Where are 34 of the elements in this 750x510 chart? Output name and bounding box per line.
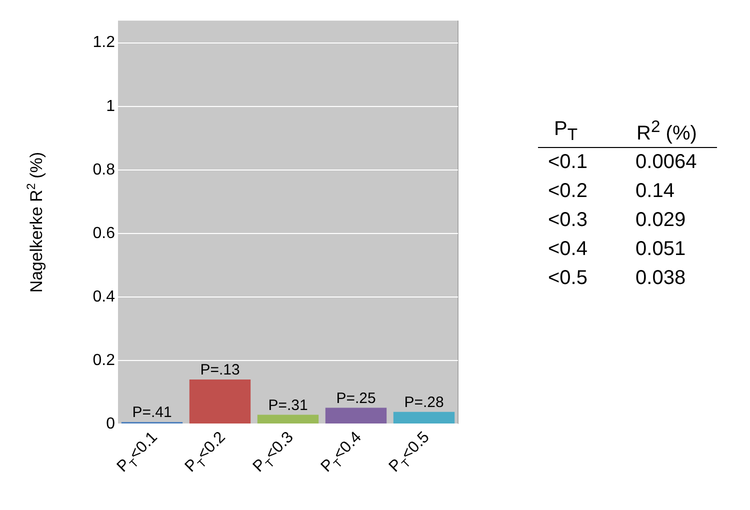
x-tick-label: PT<0.5 bbox=[386, 428, 433, 476]
y-tick-label: 1.2 bbox=[92, 34, 116, 52]
annotation: P=.41 bbox=[132, 404, 172, 421]
annotation: P=.28 bbox=[404, 394, 444, 411]
text: 0.051 bbox=[636, 236, 687, 262]
text: <0.2 bbox=[547, 178, 588, 204]
x-tick-label: PT<0.4 bbox=[318, 428, 365, 476]
x-tick-label: PT<0.3 bbox=[250, 428, 297, 476]
bar bbox=[257, 414, 319, 424]
bar bbox=[325, 408, 387, 424]
bar bbox=[393, 412, 455, 424]
x-tick-label: PT<0.2 bbox=[182, 428, 229, 476]
text: 0.029 bbox=[636, 208, 687, 233]
text: P$_{T}$ bbox=[553, 116, 579, 146]
text: 0.14 bbox=[636, 178, 676, 204]
text: 0.0064 bbox=[636, 150, 698, 175]
text: <0.4 bbox=[547, 236, 588, 262]
annotation: P=.13 bbox=[200, 362, 240, 379]
y-tick-label: 1 bbox=[106, 98, 116, 115]
text: 0.038 bbox=[636, 266, 687, 291]
y-tick-label: 0.8 bbox=[92, 161, 116, 178]
y-tick-label: 0 bbox=[106, 415, 116, 432]
bar bbox=[189, 380, 251, 424]
text: <0.3 bbox=[547, 208, 588, 233]
y-axis-title: Nagelkerke R2 (%) bbox=[24, 152, 46, 293]
text: <0.5 bbox=[547, 266, 588, 291]
y-tick-label: 0.4 bbox=[92, 288, 116, 306]
y-tick-label: 0.2 bbox=[92, 352, 116, 369]
text: R$^{2}$ (%) bbox=[636, 116, 698, 147]
text: <0.1 bbox=[547, 150, 588, 175]
y-tick-label: 0.6 bbox=[92, 224, 116, 242]
x-tick-label: PT<0.1 bbox=[114, 428, 161, 476]
annotation: P=.31 bbox=[268, 396, 308, 414]
annotation: P=.25 bbox=[336, 390, 376, 407]
